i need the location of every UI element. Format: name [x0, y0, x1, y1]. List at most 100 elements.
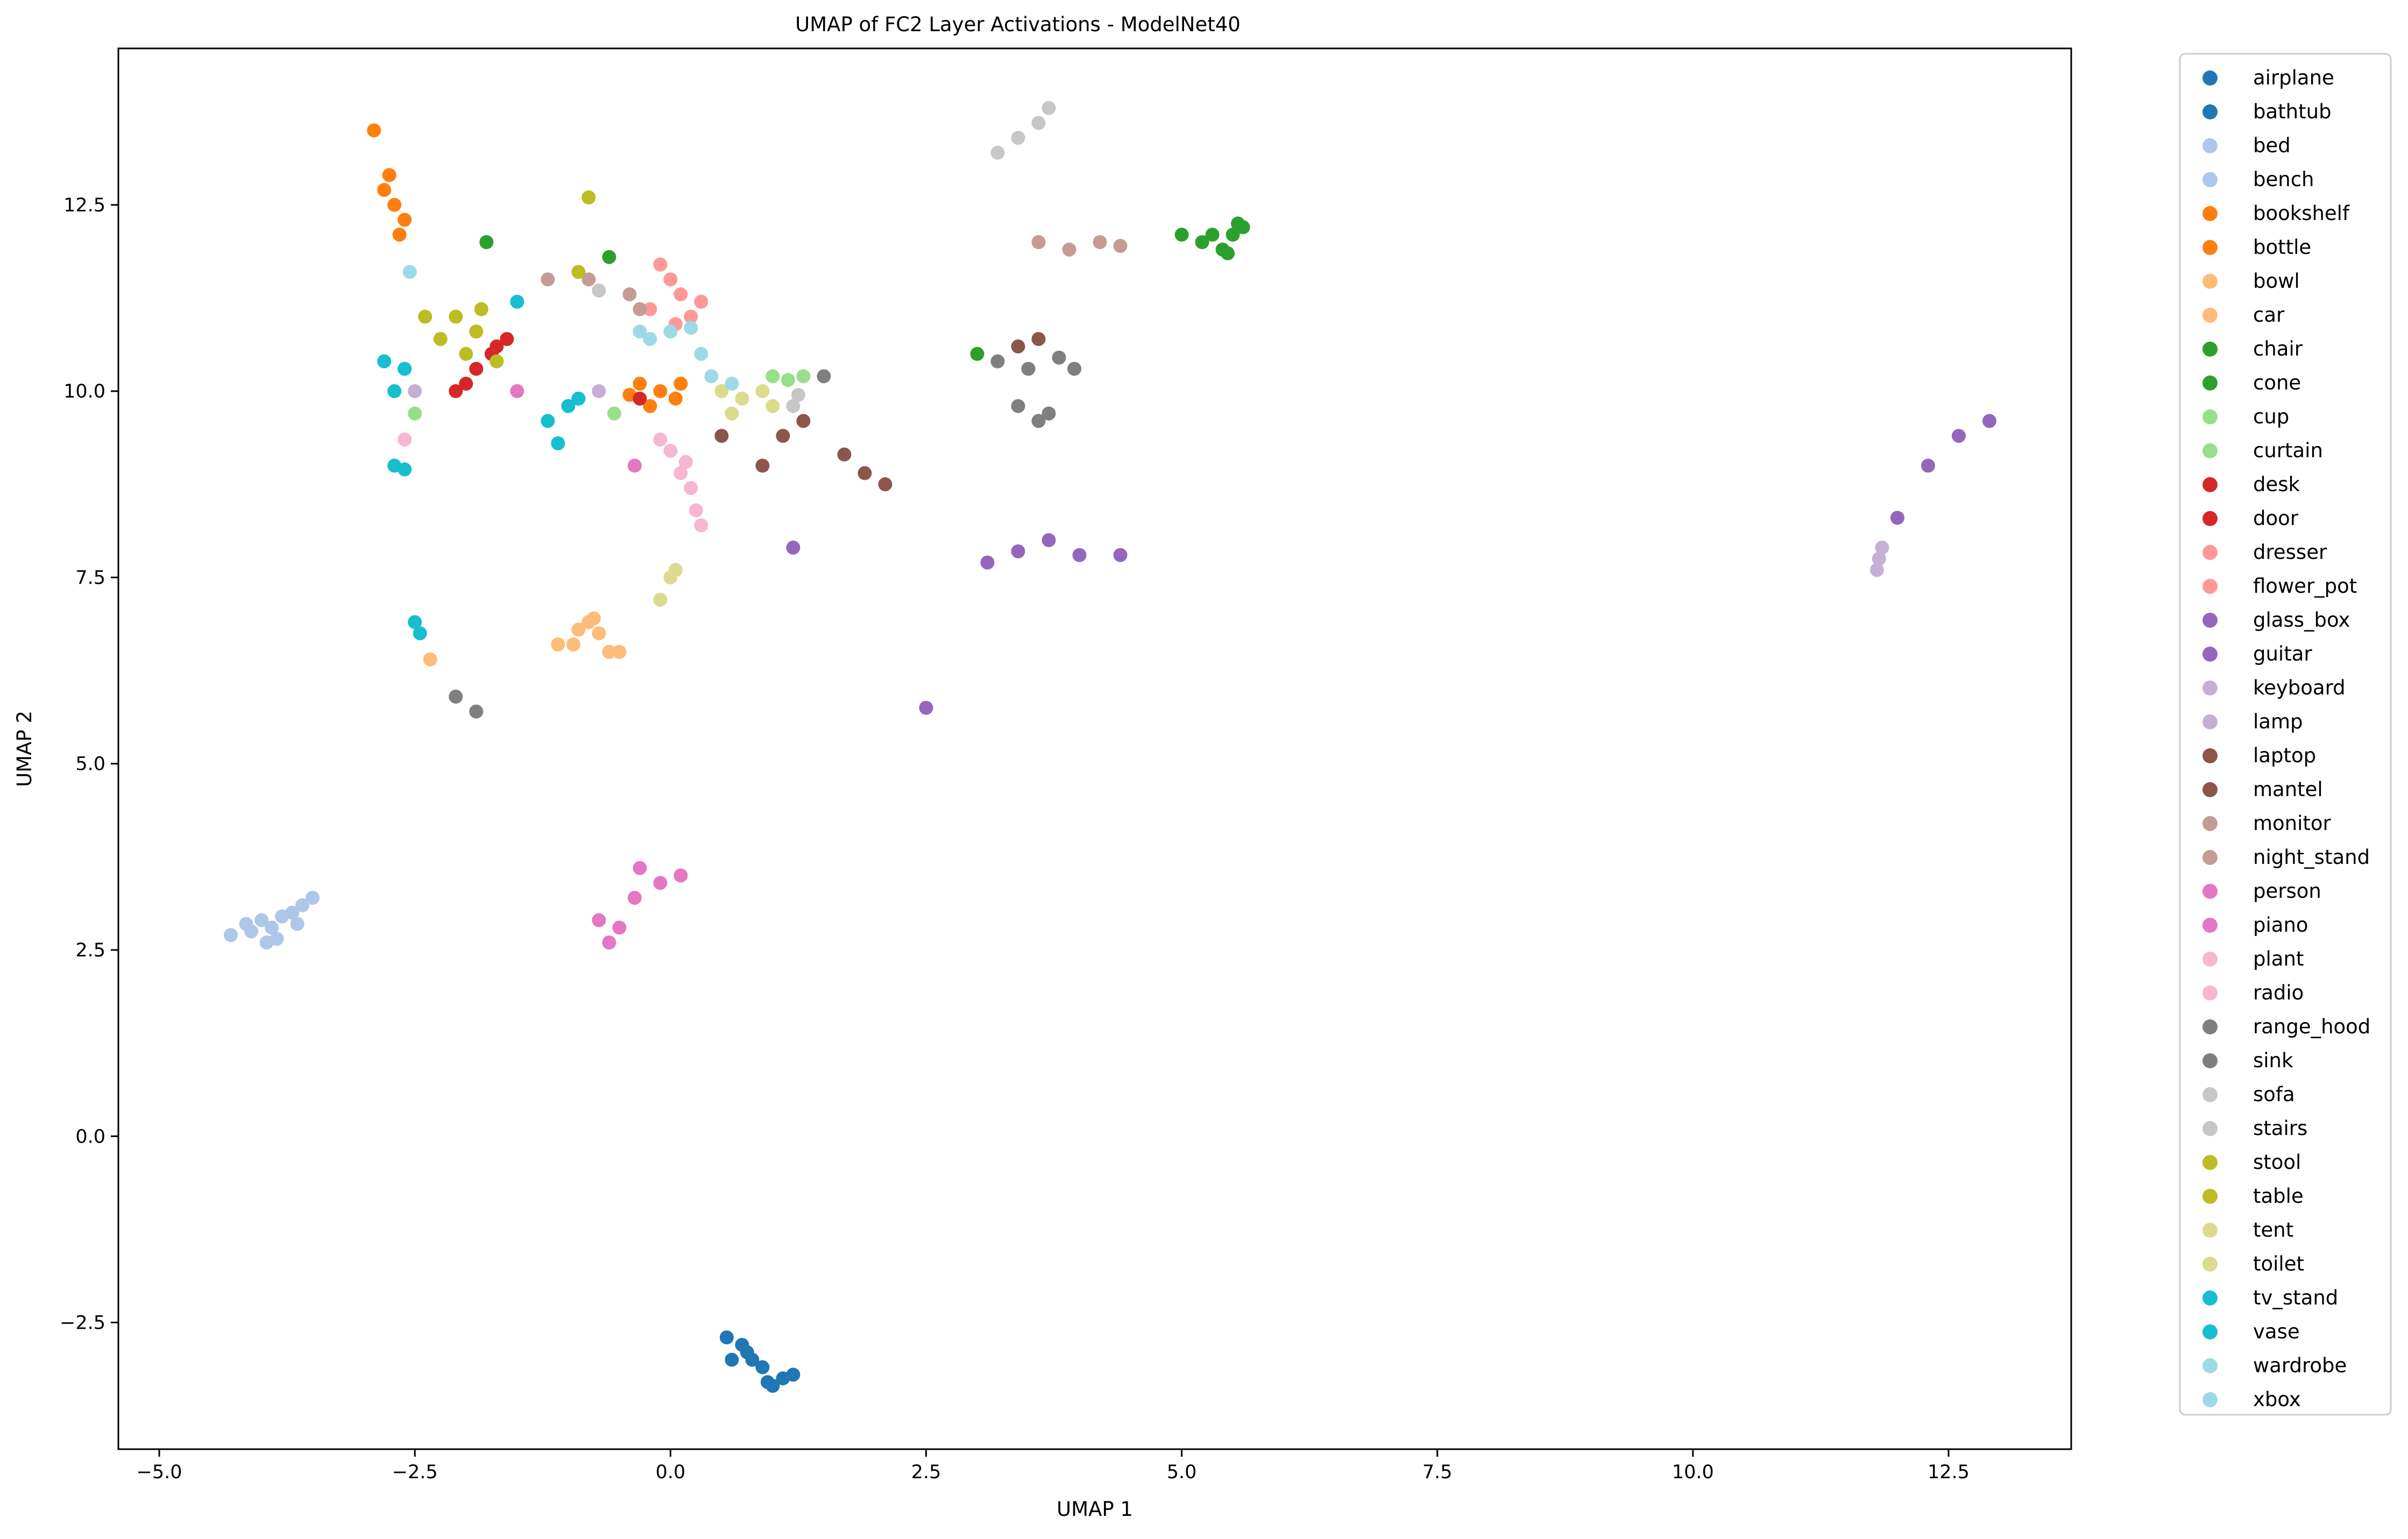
point-tent: [735, 392, 749, 406]
legend-marker-bathtub: [2202, 104, 2218, 119]
point-mantel: [858, 466, 872, 480]
x-tick-label: 7.5: [1422, 1462, 1453, 1483]
point-vase: [510, 294, 525, 309]
point-range_hood: [1021, 361, 1036, 376]
point-bed: [224, 928, 238, 942]
point-guitar: [786, 541, 801, 555]
point-piano: [612, 920, 627, 935]
legend-label-tv_stand: tv_stand: [2253, 1286, 2338, 1309]
point-bottle: [668, 392, 683, 406]
legend-marker-tent: [2202, 1223, 2218, 1238]
point-sink: [817, 369, 831, 384]
point-cone: [1221, 246, 1235, 260]
point-bowl: [551, 637, 565, 652]
point-guitar: [1921, 458, 1935, 473]
point-glass_box: [1011, 544, 1025, 558]
point-airplane: [755, 1360, 770, 1374]
point-sofa: [1011, 131, 1025, 145]
point-glass_box: [1113, 548, 1128, 562]
y-axis-label: UMAP 2: [13, 711, 36, 787]
legend-frame: [2179, 53, 2392, 1416]
y-axis-ticks: −2.5 0.0 2.5 5.0 7.5 10.0 12.5: [60, 195, 118, 1334]
point-tent: [714, 384, 729, 399]
point-night_stand: [633, 302, 647, 316]
point-sink: [469, 704, 484, 719]
legend-marker-person: [2202, 884, 2218, 899]
y-tick-label: 12.5: [63, 195, 105, 216]
point-wardrobe: [643, 332, 657, 346]
legend-label-guitar: guitar: [2253, 642, 2312, 665]
point-laptop: [755, 458, 770, 473]
x-tick-label: −5.0: [137, 1462, 182, 1483]
point-xbox: [704, 369, 719, 384]
point-night_stand: [622, 287, 637, 302]
point-tv_stand: [561, 399, 576, 413]
legend-marker-toilet: [2202, 1257, 2218, 1272]
point-bookshelf: [387, 197, 402, 212]
point-table: [433, 332, 448, 346]
legend-label-glass_box: glass_box: [2253, 608, 2350, 632]
point-tv_stand: [377, 354, 392, 368]
legend-marker-tv_stand: [2202, 1290, 2218, 1306]
point-chair: [1174, 228, 1189, 242]
legend-marker-lamp: [2202, 714, 2218, 729]
legend-marker-xbox: [2202, 1392, 2218, 1407]
point-dresser: [684, 309, 698, 324]
legend-marker-range_hood: [2202, 1019, 2218, 1034]
point-stairs: [791, 388, 805, 402]
point-lamp: [592, 384, 606, 399]
point-toilet: [668, 563, 683, 577]
point-stool: [582, 190, 596, 205]
point-car: [423, 652, 437, 666]
legend-marker-night_stand: [2202, 850, 2218, 865]
point-night_stand: [541, 272, 555, 287]
point-stool: [469, 324, 484, 339]
legend-marker-chair: [2202, 342, 2218, 357]
legend-label-range_hood: range_hood: [2253, 1015, 2370, 1038]
point-car: [586, 611, 601, 626]
point-keyboard: [408, 384, 422, 399]
legend-marker-dresser: [2202, 545, 2218, 560]
point-mantel: [837, 447, 852, 462]
point-bottle: [674, 377, 688, 391]
legend-label-door: door: [2253, 507, 2299, 530]
x-tick-label: 0.0: [655, 1462, 685, 1483]
legend-label-table: table: [2253, 1185, 2304, 1208]
point-table: [490, 354, 504, 368]
x-tick-label: 2.5: [911, 1462, 941, 1483]
legend-marker-sink: [2202, 1053, 2218, 1068]
point-bottle: [633, 377, 647, 391]
point-bench: [295, 898, 310, 912]
point-table: [459, 346, 473, 361]
legend-label-wardrobe: wardrobe: [2253, 1354, 2347, 1377]
point-xbox: [633, 324, 647, 339]
point-bed: [285, 905, 300, 920]
legend-marker-bottle: [2202, 240, 2218, 255]
x-tick-label: 5.0: [1167, 1462, 1197, 1483]
point-mantel: [878, 477, 893, 492]
point-flower_pot: [694, 294, 709, 309]
point-vase: [413, 626, 427, 641]
point-bench: [239, 917, 253, 931]
point-person: [633, 861, 647, 875]
point-radio: [678, 455, 693, 469]
legend-label-piano: piano: [2253, 913, 2308, 937]
point-radio: [653, 432, 668, 447]
legend-marker-bench: [2202, 172, 2218, 187]
point-bathtub: [740, 1345, 754, 1359]
point-sink: [1042, 406, 1056, 421]
point-person: [627, 891, 642, 905]
point-guitar: [1890, 510, 1904, 525]
point-desk: [459, 377, 473, 391]
legend-label-sink: sink: [2253, 1049, 2293, 1072]
point-plant: [689, 503, 703, 517]
point-plant: [663, 443, 678, 458]
plot-area-frame: [117, 47, 2072, 1450]
point-laptop: [776, 429, 790, 443]
point-bowl: [602, 644, 617, 659]
legend-marker-airplane: [2202, 70, 2218, 86]
point-glass_box: [980, 555, 995, 570]
point-cup: [796, 369, 811, 384]
chart-title: UMAP of FC2 Layer Activations - ModelNet…: [795, 13, 1241, 36]
point-airplane: [725, 1352, 739, 1367]
